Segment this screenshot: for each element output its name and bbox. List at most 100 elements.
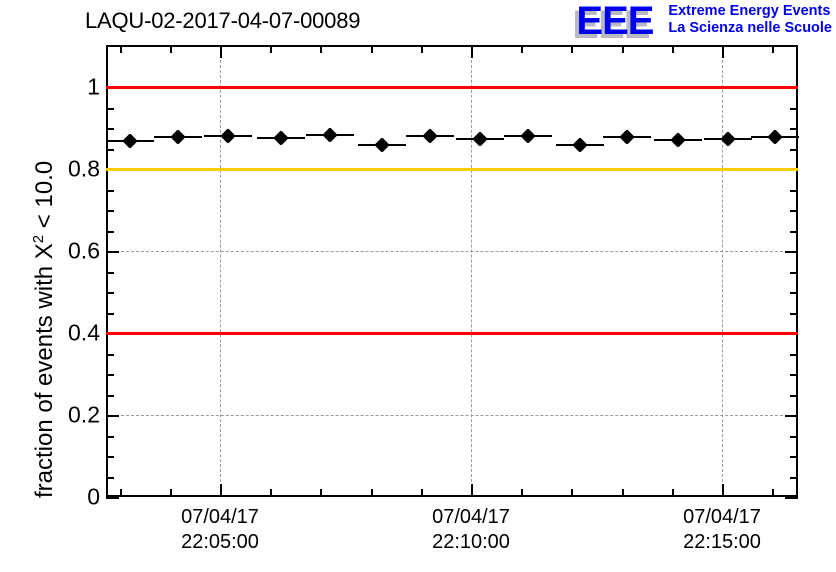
x-tick-minor-8 [370,489,373,497]
y-tick-minor-right-17 [790,148,798,151]
y-tick-label-0.8: 0.8 [68,155,100,182]
x-tick-minor-13 [621,489,624,497]
y-tick-label-0: 0 [87,483,100,510]
y-tick-major-4 [106,415,119,417]
x-tick-minor-top-7 [320,45,323,53]
x-tick-major-10 [471,484,473,497]
eee-logo-text: Extreme Energy Events La Scienza nelle S… [668,2,832,37]
x-tick-minor-7 [320,489,323,497]
y-tick-minor-13 [106,230,114,233]
y-tick-minor-right-9 [790,312,798,315]
x-tick-minor-top-13 [621,45,624,53]
x-tick-label-date: 07/04/17 [432,506,510,528]
data-point [322,127,338,143]
y-tick-label-1: 1 [87,73,100,100]
y-tick-major-right-0 [785,497,798,499]
data-point [472,131,488,147]
plot-area [106,45,799,499]
axis-bottom [106,495,798,497]
x-tick-minor-top-16 [772,45,775,53]
x-tick-minor-top-14 [671,45,674,53]
y-tick-minor-right-19 [790,107,798,110]
x-tick-minor-3 [119,489,122,497]
gridline-horizontal-1 [106,251,798,253]
x-tick-major-top-15 [722,45,724,58]
x-tick-minor-top-6 [270,45,273,53]
x-tick-label-time: 22:05:00 [181,531,259,553]
y-tick-major-right-12 [785,251,798,253]
x-tick-minor-4 [169,489,172,497]
x-tick-major-15 [722,484,724,497]
y-axis-title-suffix: < 10.0 [31,160,58,235]
x-tick-minor-14 [671,489,674,497]
x-tick-label-date: 07/04/17 [683,506,761,528]
y-tick-minor-7 [106,353,114,356]
y-tick-minor-right-7 [790,353,798,356]
x-tick-label-2: 07/04/17 22:15:00 [683,505,761,555]
x-tick-major-5 [220,484,222,497]
x-tick-minor-6 [270,489,273,497]
eee-logo-mark: EEE EEE [572,0,664,45]
y-tick-minor-9 [106,312,114,315]
gridline-horizontal-0 [106,415,798,417]
data-point [520,128,536,144]
y-tick-major-0 [106,497,119,499]
y-tick-minor-right-1 [790,476,798,479]
x-tick-minor-top-11 [521,45,524,53]
y-tick-label-0.6: 0.6 [68,237,100,264]
reference-line-upper-red-limit [106,86,798,89]
y-tick-minor-right-11 [790,271,798,274]
y-tick-minor-right-14 [790,210,798,212]
y-tick-minor-right-6 [790,374,798,376]
axis-right [796,45,798,497]
y-tick-minor-2 [106,456,114,458]
y-tick-minor-11 [106,271,114,274]
y-tick-label-0.2: 0.2 [68,401,100,428]
data-point [122,133,138,149]
x-tick-minor-top-3 [119,45,122,53]
x-tick-minor-top-8 [370,45,373,53]
x-tick-minor-9 [420,489,423,497]
y-tick-minor-19 [106,107,114,110]
y-tick-major-right-4 [785,415,798,417]
page-title: LAQU-02-2017-04-07-00089 [85,8,361,33]
x-tick-label-0: 07/04/17 22:05:00 [181,505,259,555]
data-point [220,128,236,144]
data-point [170,129,186,145]
x-tick-label-1: 07/04/17 22:10:00 [432,505,510,555]
y-tick-minor-right-15 [790,189,798,192]
x-tick-minor-top-12 [571,45,574,53]
y-tick-minor-5 [106,394,114,397]
y-tick-minor-17 [106,148,114,151]
y-tick-minor-right-10 [790,292,798,294]
y-tick-minor-right-2 [790,456,798,458]
y-tick-minor-right-5 [790,394,798,397]
y-tick-minor-15 [106,189,114,192]
gridline-vertical-0 [220,45,222,497]
eee-logo-mark-main: EEE [576,0,654,43]
x-tick-label-time: 22:15:00 [683,531,761,553]
data-point [572,137,588,153]
y-tick-label-0.4: 0.4 [68,319,100,346]
data-point [619,129,635,145]
x-tick-major-top-10 [471,45,473,58]
data-point [273,130,289,146]
y-axis-title-exponent: 2 [30,234,47,244]
data-point [422,128,438,144]
y-tick-minor-6 [106,374,114,376]
y-axis-title: fraction of events with X2 < 10.0 [30,0,64,498]
eee-logo: EEE EEE Extreme Energy Events La Scienza… [572,0,832,45]
reference-line-lower-red-limit [106,332,798,335]
y-tick-minor-right-13 [790,230,798,233]
y-tick-minor-18 [106,128,114,130]
y-tick-minor-3 [106,435,114,438]
x-tick-minor-11 [521,489,524,497]
x-tick-minor-top-9 [420,45,423,53]
x-tick-minor-16 [772,489,775,497]
y-axis-title-prefix: fraction of events with X [31,243,58,498]
data-point [374,137,390,153]
x-tick-major-top-5 [220,45,222,58]
y-tick-minor-right-3 [790,435,798,438]
gridline-vertical-1 [471,45,473,497]
